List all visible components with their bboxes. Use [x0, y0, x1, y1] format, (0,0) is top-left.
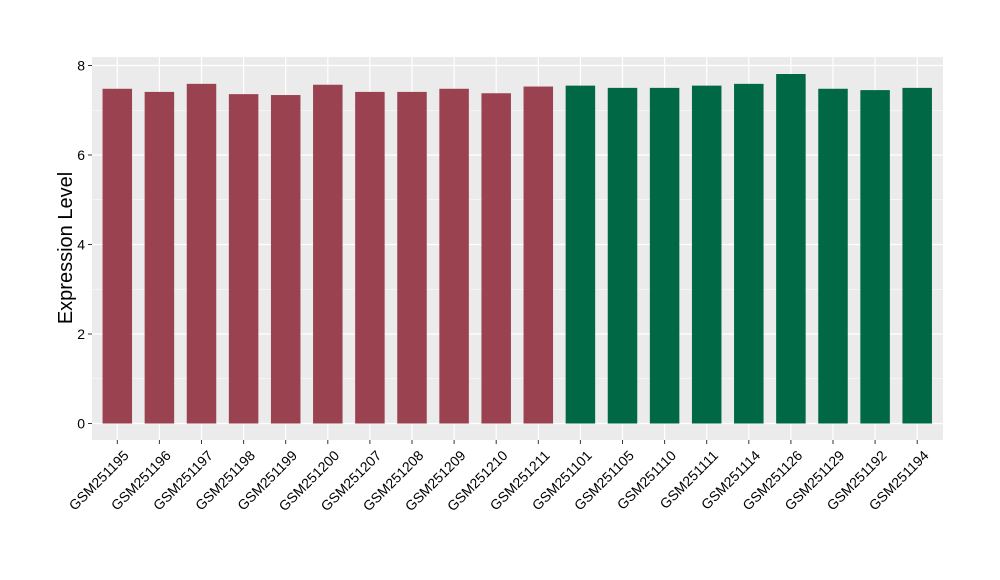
bar-GSM251210 [481, 93, 511, 424]
bar-GSM251200 [313, 84, 343, 424]
y-tick-label: 4 [77, 237, 85, 253]
bar-GSM251194 [902, 87, 932, 424]
x-axis: GSM251195GSM251196GSM251197GSM251198GSM2… [66, 440, 932, 514]
y-tick-label: 0 [77, 416, 85, 432]
y-tick-label: 6 [77, 147, 85, 163]
y-axis: 0 2 4 6 8 [77, 58, 92, 432]
bar-GSM251197 [186, 83, 217, 424]
y-tick-label: 8 [77, 58, 85, 74]
bar-GSM251211 [523, 86, 554, 424]
bar-GSM251208 [397, 91, 427, 424]
bar-GSM251114 [734, 83, 764, 424]
bars [102, 74, 932, 424]
bar-GSM251196 [144, 91, 175, 424]
y-tick-label: 2 [77, 326, 85, 342]
bar-GSM251111 [691, 85, 722, 424]
y-axis-title: Expression Level [55, 172, 77, 324]
bar-GSM251209 [439, 88, 469, 424]
bar-GSM251105 [607, 87, 638, 424]
bar-GSM251199 [270, 95, 301, 424]
bar-GSM251129 [818, 88, 848, 424]
bar-GSM251126 [776, 74, 806, 424]
bar-GSM251110 [649, 87, 680, 424]
bar-GSM251195 [102, 88, 133, 424]
bar-GSM251207 [355, 91, 385, 424]
bar-GSM251101 [565, 85, 596, 424]
plot-panel [92, 57, 943, 440]
bar-GSM251192 [860, 90, 890, 424]
bar-GSM251198 [228, 94, 259, 424]
